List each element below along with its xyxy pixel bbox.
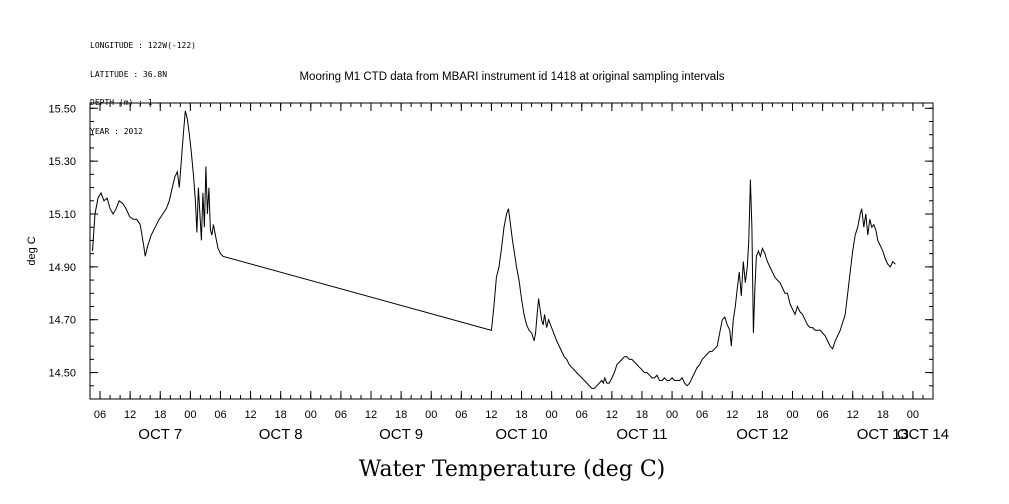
y-tick-label: 15.50 xyxy=(48,103,76,115)
x-day-label: OCT 10 xyxy=(495,426,547,443)
x-day-label: OCT 14 xyxy=(897,426,949,443)
x-hour-label: 06 xyxy=(816,409,828,421)
chart-title: Mooring M1 CTD data from MBARI instrumen… xyxy=(299,71,724,83)
x-hour-label: 00 xyxy=(425,409,437,421)
x-axis: 06 12 18 00 06 12 18 00 06 12 18 00 06 12 18 00 06 12 18 00… xyxy=(89,103,949,443)
x-hour-label: 06 xyxy=(455,409,467,421)
y-tick-label: 15.10 xyxy=(48,209,76,221)
x-hour-label: 12 xyxy=(365,409,377,421)
x-hour-label: 12 xyxy=(726,409,738,421)
x-hour-label: 18 xyxy=(154,409,166,421)
x-axis-label: Water Temperature (deg C) xyxy=(359,457,666,482)
plot-frame xyxy=(89,102,934,400)
x-hour-label: 06 xyxy=(335,409,347,421)
latitude-label: LATITUDE : 36.8N xyxy=(90,69,168,79)
x-day-label: OCT 8 xyxy=(259,426,303,443)
y-axis-label: deg C xyxy=(26,236,38,265)
x-day-label: OCT 9 xyxy=(379,426,423,443)
x-hour-label: 00 xyxy=(907,409,919,421)
x-hour-label: 00 xyxy=(184,409,196,421)
temperature-series-line xyxy=(92,110,896,389)
y-tick-label: 14.90 xyxy=(48,262,76,274)
x-day-label: OCT 7 xyxy=(138,426,182,443)
year-label: YEAR : 2012 xyxy=(90,126,143,136)
x-hour-label: 18 xyxy=(515,409,527,421)
x-hour-label: 18 xyxy=(636,409,648,421)
x-hour-label: 06 xyxy=(94,409,106,421)
x-hour-label: 12 xyxy=(847,409,859,421)
x-hour-label: 18 xyxy=(395,409,407,421)
x-hour-label: 00 xyxy=(546,409,558,421)
x-hour-label: 12 xyxy=(606,409,618,421)
x-hour-label: 00 xyxy=(305,409,317,421)
y-tick-label: 14.70 xyxy=(48,315,76,327)
x-hour-label: 12 xyxy=(244,409,256,421)
x-hour-label: 12 xyxy=(485,409,497,421)
x-hour-label: 18 xyxy=(756,409,768,421)
y-tick-label: 15.30 xyxy=(48,156,76,168)
x-hour-label: 06 xyxy=(576,409,588,421)
x-day-label: OCT 12 xyxy=(736,426,788,443)
x-hour-label: 00 xyxy=(786,409,798,421)
x-hour-label: 18 xyxy=(275,409,287,421)
x-hour-label: 00 xyxy=(666,409,678,421)
x-hour-label: 18 xyxy=(877,409,889,421)
longitude-label: LONGITUDE : 122W(-122) xyxy=(90,41,196,50)
x-day-label: OCT 13 xyxy=(857,426,909,443)
y-tick-label: 14.50 xyxy=(48,368,76,380)
x-day-label: OCT 11 xyxy=(616,426,667,443)
x-hour-label: 06 xyxy=(696,409,708,421)
y-axis: 14.50 14.70 14.90 15.10 15.30 15.50 xyxy=(48,103,933,400)
x-hour-label: 12 xyxy=(124,409,136,421)
x-hour-label: 06 xyxy=(214,409,226,421)
